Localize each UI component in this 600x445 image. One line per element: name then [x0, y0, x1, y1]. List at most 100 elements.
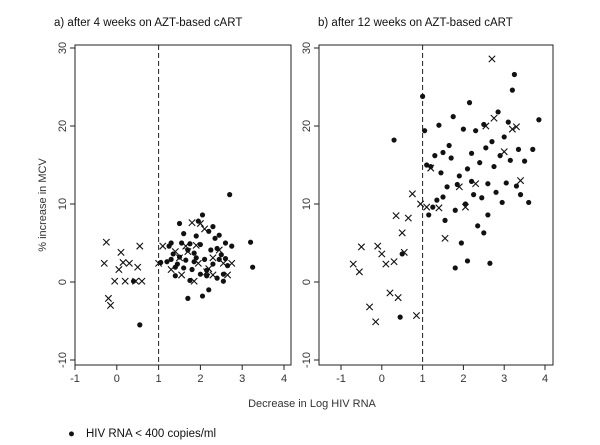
panel-b-dot-point [434, 197, 440, 203]
panel-a-x-point [138, 277, 146, 285]
panel-a-x-point [205, 265, 213, 273]
panel-b-dot-point [444, 184, 450, 190]
panel-a-dot-point [187, 241, 193, 247]
panel-b-x-point [349, 260, 357, 268]
panel-a-y-tick-label: 0 [57, 279, 69, 285]
panel-a-dot-point [197, 241, 203, 248]
panel-b-y-tick-label: 0 [301, 279, 313, 285]
panel-a-x-point [167, 265, 175, 274]
panel-b-dot-point [505, 119, 511, 125]
panel-a-dot-point [185, 247, 191, 253]
panel-b-dot-point [513, 183, 520, 189]
panel-a-points [100, 192, 256, 328]
panel-a-x-point [171, 247, 179, 256]
panel-b-dot-point [495, 109, 501, 115]
panel-b-dot-point [464, 166, 471, 172]
panel-b-dot-point [530, 146, 536, 152]
panel-a-dot-point [247, 239, 254, 245]
panel-a-dot-point [222, 256, 229, 262]
panel-b-x-point [482, 122, 490, 130]
panel-b-dot-point [452, 265, 458, 271]
panel-a-x-point [209, 271, 217, 279]
panel-b-x-point [400, 248, 408, 256]
panel-a-dot-point [204, 273, 210, 279]
panel-b-dot-point [483, 145, 489, 151]
panel-b-dot-point [511, 71, 517, 78]
panel-b-dot-point [464, 258, 471, 264]
panel-b-dot-point [503, 180, 509, 186]
panel-b-dot-point [466, 100, 473, 106]
panel-b-x-point [408, 190, 416, 198]
panel-b-dot-point [493, 189, 499, 195]
panel-a-dot-point [183, 257, 189, 263]
panel-b-dot-point [432, 153, 438, 159]
panel-a-dot-point [199, 212, 206, 218]
panel-a-x-point [119, 258, 127, 267]
panel-b-x-tick-label: 0 [379, 373, 385, 385]
panel-b-x-point [490, 114, 498, 122]
panel-b-x-ticks: -1 0 1 2 3 4 [336, 365, 548, 385]
panel-b-dot-point [473, 128, 479, 134]
panel-a-dot-point [137, 322, 143, 328]
panel-b-dot-point [526, 199, 532, 206]
panel-a-x-point [223, 271, 232, 279]
panel-a-dot-point [191, 250, 197, 256]
panel-b-dot-point [522, 158, 528, 164]
panel-b-x-point [390, 258, 398, 266]
panel-b-dot-point [424, 162, 430, 168]
panel-a-dot-point [176, 220, 183, 227]
panel-b-dot-point [507, 157, 513, 163]
panel-a-x-point [190, 277, 198, 285]
panel-b-x-point [357, 243, 365, 251]
panel-a-x-point [178, 271, 186, 279]
panel-a-dot-point [214, 275, 220, 281]
legend-marker: ● [68, 428, 75, 440]
panel-a-x-point [182, 242, 190, 250]
panel-b-dot-point [422, 128, 428, 134]
panel-b-dot-point [481, 230, 487, 236]
panel-a-dot-point [193, 233, 199, 239]
panel-b-x-point [365, 303, 374, 311]
panel-a-x-point [104, 294, 113, 302]
panel-b-dot-point [436, 122, 442, 128]
panel-a-dot-point [206, 228, 212, 234]
panel-b-dot-point [452, 207, 458, 213]
panel-a-x-tick-label: 0 [114, 373, 120, 385]
panel-a-x-tick-label: 1 [156, 373, 162, 385]
panel-a-x-point [228, 259, 236, 267]
panel-a-x-tick-label: 3 [239, 373, 245, 385]
panel-b-y-tick-label: 20 [301, 120, 313, 132]
panel-a-dot-point [181, 265, 187, 271]
panel-b-dot-point [397, 314, 403, 320]
panel-b-x-point [508, 125, 516, 133]
panel-a-x-point [155, 259, 163, 267]
panel-a-y-tick-label: 30 [57, 42, 69, 54]
panel-a-x-point [136, 242, 144, 250]
panel-b-dot-point [442, 217, 448, 223]
panel-b-dot-point [487, 260, 493, 266]
panel-a-x-ticks: -1 0 1 2 3 4 [70, 365, 287, 385]
panel-b-x-tick-label: -1 [336, 373, 346, 385]
panel-b-x-point [386, 289, 394, 297]
panel-b-dot-point [440, 149, 446, 156]
panel-b-dot-point [485, 212, 491, 218]
panel-b-x-point [378, 250, 386, 258]
panel-b-dot-point [501, 134, 507, 140]
panel-a-x-point [117, 248, 125, 256]
panel-a-x-point [200, 225, 209, 233]
panel-b-x-tick-label: 2 [460, 373, 466, 385]
panel-a-x-point [219, 259, 227, 267]
panel-b-dot-point [489, 139, 495, 145]
panel-b-x-point [416, 200, 425, 208]
panel-a-x-point [134, 263, 142, 271]
panel-a-dot-point [220, 271, 226, 277]
panel-b-dot-point [477, 160, 483, 166]
panel-b-frame [318, 44, 554, 366]
panel-b-dot-point [468, 150, 475, 156]
panel-a-frame [74, 44, 292, 366]
panel-a-dot-point [193, 255, 199, 261]
panel-b-dot-point [426, 212, 432, 218]
panel-a-x-point [100, 259, 108, 267]
panel-a-x-point [215, 246, 223, 254]
panel-a-x-point [188, 219, 196, 227]
